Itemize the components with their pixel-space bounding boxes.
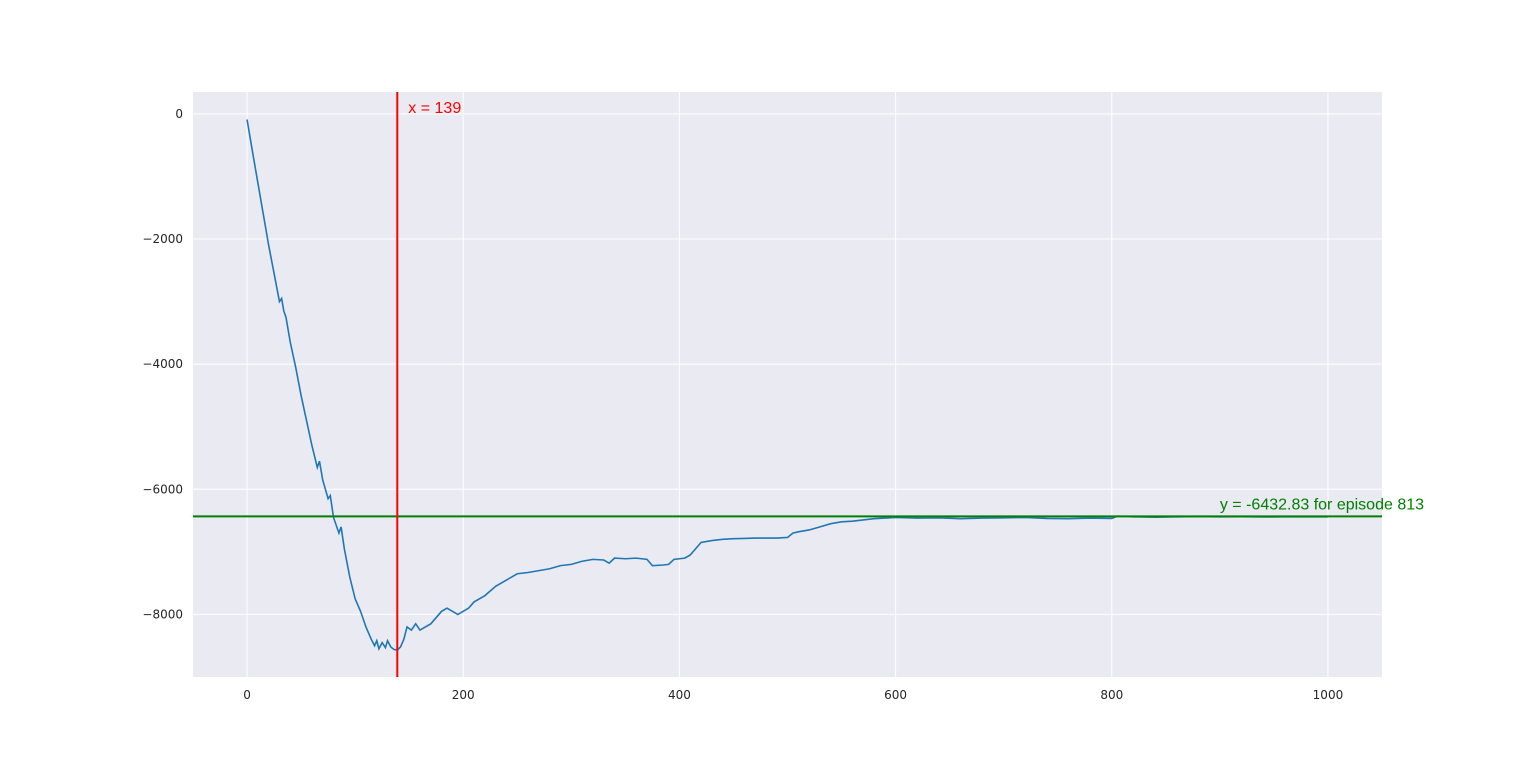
hline-label: y = -6432.83 for episode 813 — [1220, 496, 1424, 513]
x-tick-label: 400 — [668, 688, 691, 702]
y-axis-ticks: 0 −2000 −4000 −6000 −8000 — [142, 107, 183, 622]
x-tick-label: 1000 — [1313, 688, 1344, 702]
y-tick-label: −8000 — [142, 607, 183, 621]
y-tick-label: −6000 — [142, 482, 183, 496]
plot-area — [193, 92, 1382, 677]
data-series-line — [246, 119, 1328, 652]
y-tick-label: −4000 — [142, 357, 183, 371]
y-tick-label: −2000 — [142, 232, 183, 246]
y-tick-label: 0 — [175, 107, 183, 121]
x-tick-label: 0 — [243, 688, 251, 702]
x-axis-ticks: 0 200 400 600 800 1000 — [243, 688, 1343, 702]
grid-lines — [193, 92, 1382, 677]
vline-label: x = 139 — [408, 100, 461, 117]
x-tick-label: 600 — [884, 688, 907, 702]
x-tick-label: 200 — [452, 688, 475, 702]
x-tick-label: 800 — [1100, 688, 1123, 702]
